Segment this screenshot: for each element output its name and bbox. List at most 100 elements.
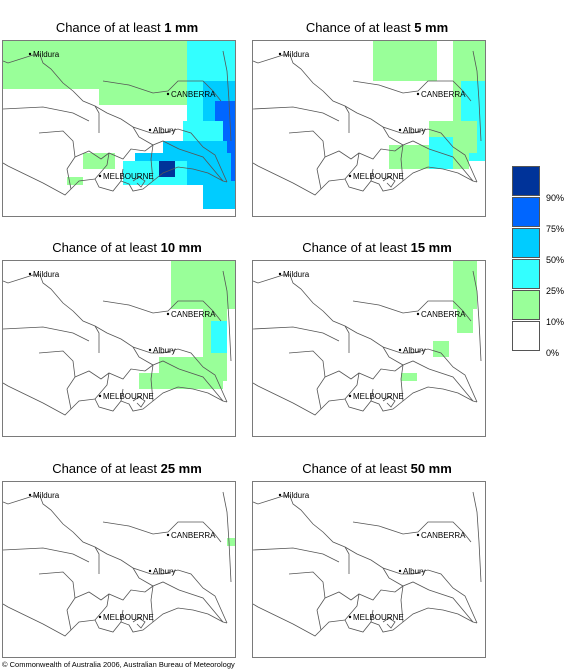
probability-cell xyxy=(179,161,187,169)
boundary-line xyxy=(344,593,360,621)
probability-cell xyxy=(195,73,203,81)
boundary-line xyxy=(3,603,228,637)
probability-cell xyxy=(115,89,123,97)
probability-cell xyxy=(3,73,11,81)
probability-cell xyxy=(147,73,155,81)
probability-cell xyxy=(373,57,381,65)
probability-cell xyxy=(453,65,461,73)
probability-cell xyxy=(99,41,107,49)
probability-cell xyxy=(195,97,203,105)
probability-cell xyxy=(195,293,203,301)
probability-cell xyxy=(203,309,211,317)
legend-swatch-90 xyxy=(512,166,540,196)
probability-cell xyxy=(179,285,187,293)
probability-cell xyxy=(179,57,187,65)
probability-cell xyxy=(203,285,211,293)
boundary-line xyxy=(74,364,154,380)
probability-cell xyxy=(59,73,67,81)
probability-cell xyxy=(11,73,19,81)
probability-cell xyxy=(215,177,223,185)
boundary-line xyxy=(253,603,478,637)
probability-cell xyxy=(195,261,203,269)
probability-cell xyxy=(147,97,155,105)
probability-cell xyxy=(413,145,421,153)
probability-cell xyxy=(219,65,227,73)
boundary-line xyxy=(428,148,474,182)
probability-cell xyxy=(203,105,211,113)
probability-cell xyxy=(107,73,115,81)
probability-cell xyxy=(171,81,179,89)
panel-title: Chance of at least 10 mm xyxy=(52,240,202,255)
probability-cell xyxy=(99,153,107,161)
probability-cell xyxy=(465,301,473,309)
boundary-line xyxy=(150,144,154,182)
probability-cell xyxy=(171,373,179,381)
probability-cell xyxy=(115,81,123,89)
probability-cell xyxy=(155,89,163,97)
city-label-melbourne: MELBOURNE xyxy=(353,172,404,181)
boundary-line xyxy=(324,364,404,380)
probability-cell xyxy=(223,169,231,177)
probability-cell xyxy=(131,57,139,65)
probability-cell xyxy=(155,73,163,81)
probability-cell xyxy=(219,329,227,337)
probability-cell xyxy=(107,41,115,49)
probability-cell xyxy=(163,81,171,89)
probability-cell xyxy=(147,161,155,169)
probability-cell xyxy=(453,113,461,121)
probability-cell xyxy=(389,145,397,153)
probability-cell xyxy=(461,137,469,145)
boundary-line xyxy=(150,364,154,402)
probability-cell xyxy=(227,65,235,73)
probability-cell xyxy=(215,357,223,365)
probability-cell xyxy=(67,177,75,185)
probability-cell xyxy=(223,153,231,161)
probability-cell xyxy=(159,161,167,169)
probability-cell xyxy=(219,73,227,81)
city-label-canberra: CANBERRA xyxy=(421,531,466,540)
probability-cell xyxy=(445,137,453,145)
probability-cell xyxy=(461,105,469,113)
probability-cell xyxy=(211,65,219,73)
boundary-line xyxy=(120,168,124,182)
probability-cell xyxy=(381,65,389,73)
probability-cell xyxy=(171,277,179,285)
probability-cell xyxy=(227,201,235,209)
probability-cell xyxy=(389,73,397,81)
probability-cell xyxy=(155,65,163,73)
probability-cell xyxy=(187,97,195,105)
probability-cell xyxy=(211,49,219,57)
probability-cell xyxy=(373,73,381,81)
probability-cell xyxy=(203,57,211,65)
probability-cell xyxy=(187,141,195,149)
probability-cell xyxy=(99,57,107,65)
boundary-line xyxy=(132,176,146,188)
probability-cell xyxy=(207,365,215,373)
probability-cell xyxy=(219,193,227,201)
probability-cell xyxy=(453,293,461,301)
probability-cell xyxy=(453,41,461,49)
probability-cell xyxy=(115,49,123,57)
probability-cell xyxy=(219,81,227,89)
city-label-mildura: Mildura xyxy=(33,270,60,279)
legend-swatch-0 xyxy=(512,321,540,351)
probability-cell xyxy=(115,41,123,49)
probability-cell xyxy=(437,153,445,161)
probability-cell xyxy=(405,65,413,73)
probability-cell xyxy=(163,177,171,185)
probability-cell xyxy=(75,65,83,73)
city-label-melbourne: MELBOURNE xyxy=(353,613,404,622)
probability-cell xyxy=(211,277,219,285)
probability-cell xyxy=(457,309,465,317)
probability-cell xyxy=(75,81,83,89)
probability-cell xyxy=(171,269,179,277)
probability-cell xyxy=(211,193,219,201)
probability-cell xyxy=(453,137,461,145)
probability-cell xyxy=(179,41,187,49)
probability-cell xyxy=(171,65,179,73)
probability-cell xyxy=(477,121,485,129)
boundary-line xyxy=(316,609,322,631)
boundary-line xyxy=(74,585,154,601)
probability-cell xyxy=(67,41,75,49)
probability-cell xyxy=(429,49,437,57)
